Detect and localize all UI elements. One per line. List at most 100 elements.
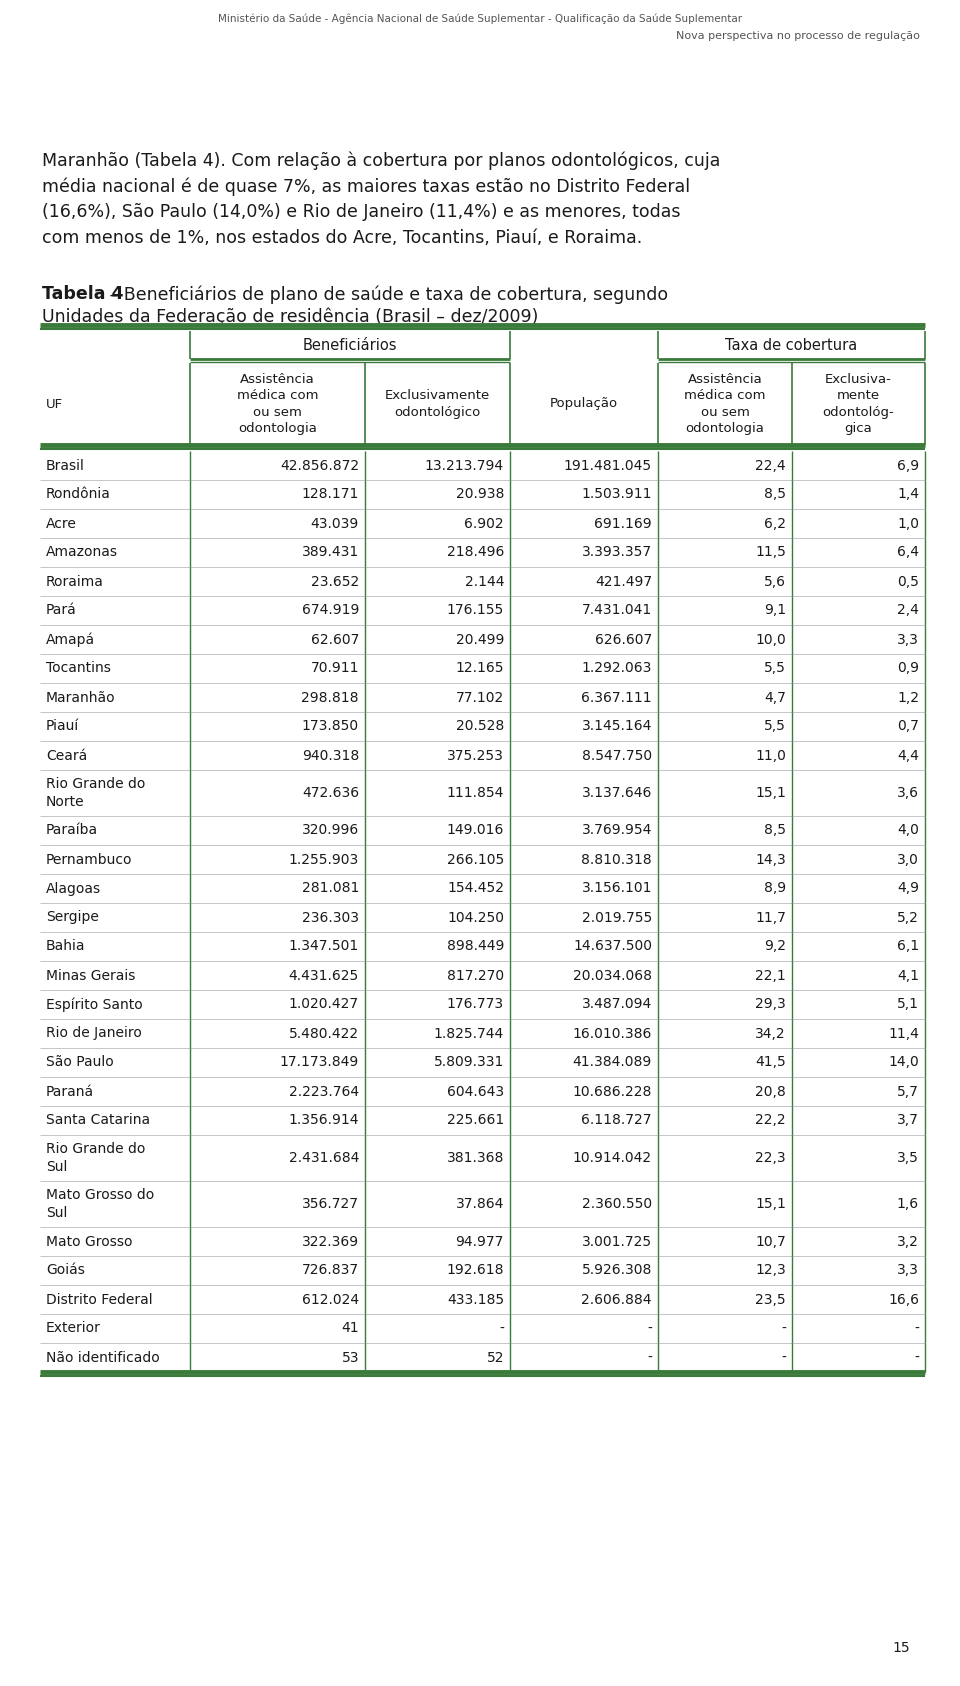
- Text: 0,7: 0,7: [898, 720, 919, 733]
- Text: Assistência
médica com
ou sem
odontologia: Assistência médica com ou sem odontologi…: [684, 373, 766, 435]
- Text: 1,4: 1,4: [897, 487, 919, 501]
- Text: 320.996: 320.996: [301, 823, 359, 838]
- Text: 20.938: 20.938: [456, 487, 504, 501]
- Text: Sergipe: Sergipe: [46, 910, 99, 924]
- Text: Maranhão (Tabela 4). Com relação à cobertura por planos odontológicos, cuja: Maranhão (Tabela 4). Com relação à cober…: [42, 152, 720, 170]
- Text: Pará: Pará: [46, 604, 77, 617]
- Text: 4,4: 4,4: [898, 749, 919, 762]
- Text: média nacional é de quase 7%, as maiores taxas estão no Distrito Federal: média nacional é de quase 7%, as maiores…: [42, 177, 690, 196]
- Text: 94.977: 94.977: [456, 1234, 504, 1249]
- Text: 10,7: 10,7: [756, 1234, 786, 1249]
- Text: 3.001.725: 3.001.725: [582, 1234, 652, 1249]
- Text: 15: 15: [893, 1640, 910, 1656]
- Text: 22,2: 22,2: [756, 1113, 786, 1128]
- Text: 176.773: 176.773: [446, 998, 504, 1012]
- Text: 29,3: 29,3: [756, 998, 786, 1012]
- Text: 356.727: 356.727: [302, 1197, 359, 1211]
- Text: 726.837: 726.837: [301, 1263, 359, 1278]
- Text: 2,4: 2,4: [898, 604, 919, 617]
- Text: 5,5: 5,5: [764, 661, 786, 676]
- Text: 1.356.914: 1.356.914: [289, 1113, 359, 1128]
- Text: 192.618: 192.618: [446, 1263, 504, 1278]
- Text: Santa Catarina: Santa Catarina: [46, 1113, 150, 1128]
- Text: Tocantins: Tocantins: [46, 661, 110, 676]
- Text: 433.185: 433.185: [446, 1293, 504, 1307]
- Text: -: -: [914, 1322, 919, 1335]
- Text: 176.155: 176.155: [446, 604, 504, 617]
- Text: 8,5: 8,5: [764, 823, 786, 838]
- Text: -: -: [914, 1350, 919, 1364]
- Text: 77.102: 77.102: [456, 691, 504, 705]
- Text: 37.864: 37.864: [456, 1197, 504, 1211]
- Text: 3.769.954: 3.769.954: [582, 823, 652, 838]
- Text: 3.145.164: 3.145.164: [582, 720, 652, 733]
- Text: 13.213.794: 13.213.794: [425, 459, 504, 472]
- Text: 42.856.872: 42.856.872: [280, 459, 359, 472]
- Text: 8.810.318: 8.810.318: [582, 853, 652, 867]
- Text: 3,3: 3,3: [898, 1263, 919, 1278]
- Text: 12,3: 12,3: [756, 1263, 786, 1278]
- Text: Rio de Janeiro: Rio de Janeiro: [46, 1027, 142, 1040]
- Text: 1.347.501: 1.347.501: [289, 939, 359, 954]
- Text: 0,5: 0,5: [898, 575, 919, 588]
- Text: Minas Gerais: Minas Gerais: [46, 968, 135, 983]
- Text: 6.118.727: 6.118.727: [582, 1113, 652, 1128]
- Text: Mato Grosso: Mato Grosso: [46, 1234, 132, 1249]
- Text: 5.809.331: 5.809.331: [434, 1055, 504, 1069]
- Text: Espírito Santo: Espírito Santo: [46, 996, 143, 1012]
- Text: 6,2: 6,2: [764, 516, 786, 531]
- Text: Amazonas: Amazonas: [46, 546, 118, 560]
- Text: 5.926.308: 5.926.308: [582, 1263, 652, 1278]
- Text: 14,0: 14,0: [888, 1055, 919, 1069]
- Text: 0,9: 0,9: [897, 661, 919, 676]
- Text: Distrito Federal: Distrito Federal: [46, 1293, 153, 1307]
- Text: 22,1: 22,1: [756, 968, 786, 983]
- Text: 191.481.045: 191.481.045: [564, 459, 652, 472]
- Text: 218.496: 218.496: [446, 546, 504, 560]
- Text: 3,6: 3,6: [897, 786, 919, 799]
- Text: 20,8: 20,8: [756, 1084, 786, 1099]
- Text: 16,6: 16,6: [888, 1293, 919, 1307]
- Text: 2.431.684: 2.431.684: [289, 1152, 359, 1165]
- Text: 9,2: 9,2: [764, 939, 786, 954]
- Text: 3.393.357: 3.393.357: [582, 546, 652, 560]
- Text: 173.850: 173.850: [301, 720, 359, 733]
- Text: 14,3: 14,3: [756, 853, 786, 867]
- Text: 225.661: 225.661: [446, 1113, 504, 1128]
- Text: -: -: [647, 1350, 652, 1364]
- Text: 8,5: 8,5: [764, 487, 786, 501]
- Text: Exclusiva-
mente
odontológ-
gica: Exclusiva- mente odontológ- gica: [823, 373, 895, 435]
- Text: 5,5: 5,5: [764, 720, 786, 733]
- Text: 149.016: 149.016: [446, 823, 504, 838]
- Text: 4,0: 4,0: [898, 823, 919, 838]
- Text: Ministério da Saúde - Agência Nacional de Saúde Suplementar - Qualificação da Sa: Ministério da Saúde - Agência Nacional d…: [218, 13, 742, 25]
- Text: 52: 52: [487, 1350, 504, 1364]
- Text: Acre: Acre: [46, 516, 77, 531]
- Text: Não identificado: Não identificado: [46, 1350, 159, 1364]
- Text: 111.854: 111.854: [446, 786, 504, 799]
- Text: 128.171: 128.171: [301, 487, 359, 501]
- Text: Assistência
médica com
ou sem
odontologia: Assistência médica com ou sem odontologi…: [237, 373, 319, 435]
- Text: 104.250: 104.250: [447, 910, 504, 924]
- Text: Paraíba: Paraíba: [46, 823, 98, 838]
- Text: 11,5: 11,5: [756, 546, 786, 560]
- Text: 22,4: 22,4: [756, 459, 786, 472]
- Text: 3,5: 3,5: [898, 1152, 919, 1165]
- Text: 1.255.903: 1.255.903: [289, 853, 359, 867]
- Text: 53: 53: [342, 1350, 359, 1364]
- Text: -: -: [499, 1322, 504, 1335]
- Text: Amapá: Amapá: [46, 632, 95, 647]
- Text: 11,4: 11,4: [888, 1027, 919, 1040]
- Text: 3.156.101: 3.156.101: [582, 882, 652, 895]
- Text: 1.292.063: 1.292.063: [582, 661, 652, 676]
- Text: 154.452: 154.452: [447, 882, 504, 895]
- Text: 6,9: 6,9: [897, 459, 919, 472]
- Text: Mato Grosso do
Sul: Mato Grosso do Sul: [46, 1189, 155, 1219]
- Text: Brasil: Brasil: [46, 459, 84, 472]
- Text: 10.914.042: 10.914.042: [573, 1152, 652, 1165]
- Text: Nova perspectiva no processo de regulação: Nova perspectiva no processo de regulaçã…: [676, 30, 920, 40]
- Text: Rondônia: Rondônia: [46, 487, 110, 501]
- Text: 62.607: 62.607: [311, 632, 359, 646]
- Text: 4,9: 4,9: [897, 882, 919, 895]
- Text: 15,1: 15,1: [756, 1197, 786, 1211]
